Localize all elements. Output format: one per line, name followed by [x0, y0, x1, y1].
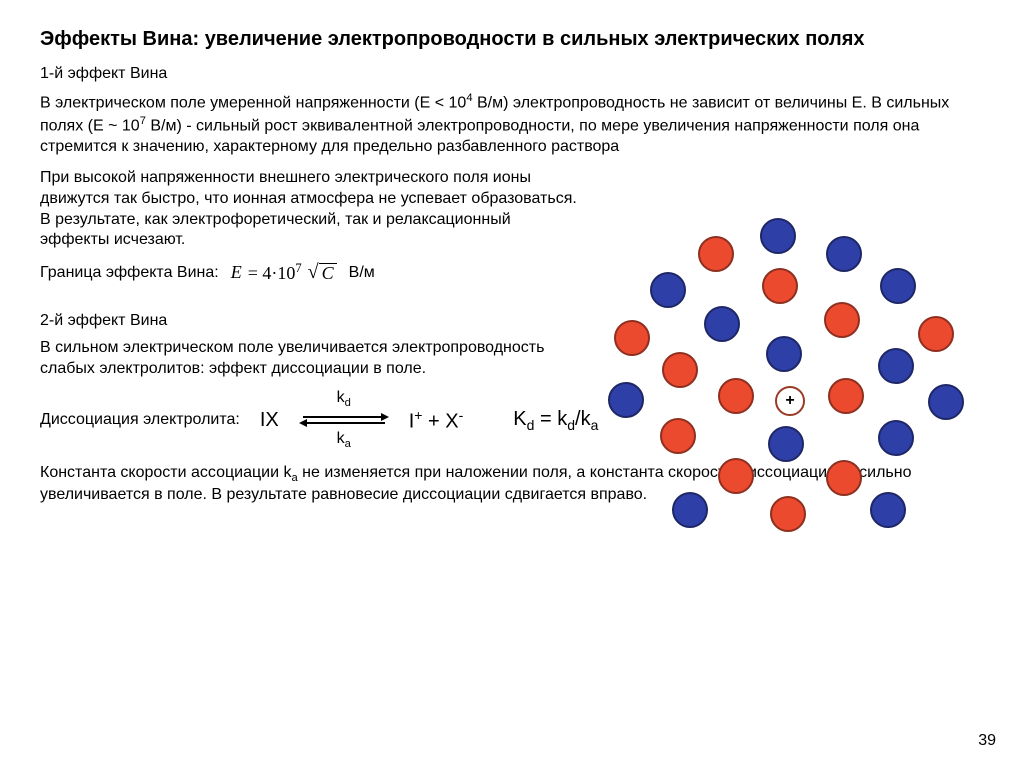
red-ion	[698, 236, 734, 272]
red-ion	[826, 460, 862, 496]
formula-unit: В/м	[349, 264, 375, 282]
rxn-right-minus: -	[459, 407, 464, 423]
red-ion	[660, 418, 696, 454]
red-ion	[718, 458, 754, 494]
ka-sub: a	[345, 438, 351, 450]
wien-limit-row: Граница эффекта Вина: E = 4·107 √C В/м	[40, 261, 580, 284]
blue-ion	[760, 218, 796, 254]
rxn-right-x: + X	[422, 411, 458, 433]
formula-eq: = 4·107	[248, 261, 302, 284]
red-ion	[828, 378, 864, 414]
kd-eq-K: K	[513, 408, 526, 430]
blue-ion	[878, 420, 914, 456]
blue-ion	[880, 268, 916, 304]
paragraph-2: При высокой напряженности внешнего элект…	[40, 168, 580, 251]
section1-heading: 1-й эффект Вина	[40, 65, 984, 83]
p1-pre: В электрическом поле умеренной напряженн…	[40, 94, 466, 111]
blue-ion	[704, 306, 740, 342]
reaction-left: IX	[260, 409, 279, 432]
kd-sub: d	[345, 397, 351, 409]
ka-label: ka	[337, 431, 351, 450]
red-ion	[770, 496, 806, 532]
sqrt-arg: C	[319, 263, 337, 282]
center-ion: +	[775, 386, 805, 416]
formula-E: E	[231, 262, 242, 283]
wien-limit-formula: E = 4·107 √C	[231, 261, 337, 284]
red-ion	[824, 302, 860, 338]
blue-ion	[766, 336, 802, 372]
p1-post: В/м) - сильный рост эквивалентной электр…	[40, 117, 919, 155]
kd-equation: Kd = kd/ka	[513, 408, 598, 433]
blue-ion	[878, 348, 914, 384]
kd-k: k	[337, 389, 345, 406]
kd-eq-slash: /k	[575, 408, 591, 430]
red-ion	[614, 320, 650, 356]
wien-limit-label: Граница эффекта Вина:	[40, 264, 219, 282]
paragraph-1: В электрическом поле умеренной напряженн…	[40, 91, 984, 158]
blue-ion	[826, 236, 862, 272]
red-ion	[718, 378, 754, 414]
equilibrium-arrow-icon: kd ka	[299, 390, 389, 451]
blue-ion	[608, 382, 644, 418]
blue-ion	[870, 492, 906, 528]
dissociation-label: Диссоциация электролита:	[40, 411, 240, 429]
blue-ion	[650, 272, 686, 308]
kd-eq-sub2: d	[567, 417, 575, 433]
paragraph-3: В сильном электрическом поле увеличивает…	[40, 338, 580, 380]
blue-ion	[672, 492, 708, 528]
ka-k: k	[337, 430, 345, 447]
kd-label: kd	[337, 390, 351, 409]
formula-exp: 7	[295, 261, 301, 275]
sqrt-icon: √C	[308, 263, 337, 282]
blue-ion	[768, 426, 804, 462]
blue-ion	[928, 384, 964, 420]
reaction-right: I+ + X-	[409, 407, 464, 434]
red-ion	[918, 316, 954, 352]
kd-eq-mid: = k	[534, 408, 567, 430]
red-ion	[662, 352, 698, 388]
ion-atmosphere-diagram: +	[590, 218, 990, 538]
p4-pre: Константа скорости ассоциации k	[40, 464, 291, 481]
formula-eq-text: = 4·10	[248, 263, 296, 283]
red-ion	[762, 268, 798, 304]
page-title: Эффекты Вина: увеличение электропроводно…	[40, 28, 984, 51]
page-number: 39	[978, 732, 996, 750]
